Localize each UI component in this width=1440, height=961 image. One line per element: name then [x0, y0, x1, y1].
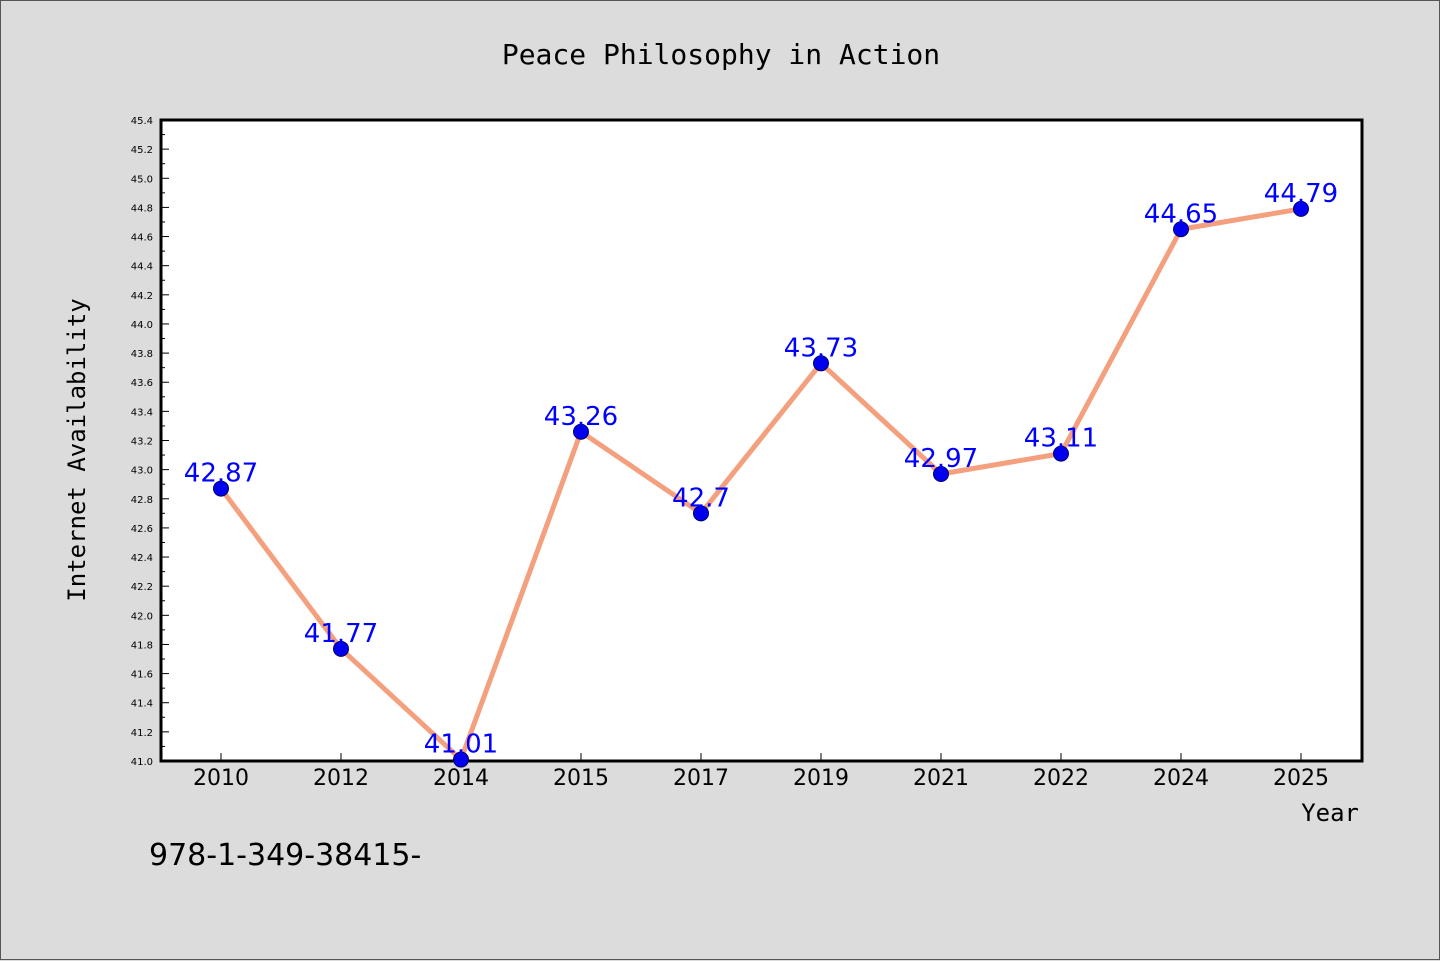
y-tick-label: 43.0 [131, 466, 153, 477]
x-axis: 2010 2012 2014 2015 2017 2019 2021 2022 2024 2025 [193, 753, 1329, 791]
x-tick-label: 2024 [1153, 766, 1209, 791]
y-axis-label: Internet Availability [63, 298, 91, 601]
data-point [1053, 445, 1069, 462]
y-tick-label: 45.2 [131, 145, 153, 156]
y-tick-label: 45.0 [131, 174, 153, 185]
data-label: 41.77 [304, 619, 378, 649]
y-tick-label: 44.6 [131, 233, 153, 244]
data-label: 41.01 [424, 730, 498, 760]
data-label: 43.26 [544, 402, 618, 432]
data-point [213, 480, 229, 497]
y-tick-label: 43.6 [131, 378, 153, 389]
data-point [813, 355, 829, 372]
data-label: 42.87 [184, 459, 258, 489]
y-tick-label: 43.4 [131, 407, 153, 418]
chart-title: Peace Philosophy in Action [502, 38, 940, 71]
y-tick-label: 42.4 [131, 553, 153, 564]
data-points [213, 200, 1309, 768]
data-label: 44.65 [1144, 199, 1218, 229]
x-tick-label: 2021 [913, 766, 969, 791]
data-point [1293, 200, 1309, 217]
data-point [693, 505, 709, 522]
y-tick-label: 44.2 [131, 291, 153, 302]
y-tick-label: 44.4 [131, 262, 153, 273]
y-tick-label: 41.8 [131, 640, 153, 651]
data-point [453, 751, 469, 768]
isbn-text: 978-1-349-38415- [149, 838, 421, 873]
data-point [573, 423, 589, 440]
y-axis: 41.0 41.2 41.4 41.6 41.8 42.0 42.2 42.4 42.6 42.8… [131, 116, 169, 768]
x-tick-label: 2010 [193, 766, 249, 791]
y-tick-label: 45.4 [131, 116, 153, 127]
x-tick-label: 2012 [313, 766, 369, 791]
x-axis-label: Year [1301, 799, 1359, 827]
x-tick-label: 2019 [793, 766, 849, 791]
data-label: 43.73 [784, 333, 858, 363]
y-tick-label: 41.2 [131, 728, 153, 739]
data-label: 42.7 [672, 483, 730, 513]
y-tick-label: 43.8 [131, 349, 153, 360]
y-tick-label: 42.2 [131, 582, 153, 593]
data-label: 44.79 [1264, 179, 1338, 209]
data-point [1173, 221, 1189, 238]
data-point [933, 466, 949, 483]
y-tick-label: 41.6 [131, 670, 153, 681]
y-tick-label: 42.0 [131, 611, 153, 622]
y-tick-label: 42.6 [131, 524, 153, 535]
series-line [218, 206, 1302, 763]
y-tick-label: 42.8 [131, 495, 153, 506]
x-tick-label: 2022 [1033, 766, 1089, 791]
y-tick-label: 43.2 [131, 437, 153, 448]
data-point [333, 640, 349, 657]
data-labels: 42.87 41.77 41.01 43.26 42.7 43.73 42.97 43.11 4… [184, 179, 1338, 760]
y-tick-label: 41.4 [131, 699, 153, 710]
x-tick-label: 2025 [1273, 766, 1329, 791]
data-label: 42.97 [904, 444, 978, 474]
y-tick-label: 41.0 [131, 757, 153, 768]
x-tick-label: 2017 [673, 766, 729, 791]
x-tick-label: 2015 [553, 766, 609, 791]
y-tick-label: 44.0 [131, 320, 153, 331]
x-tick-label: 2014 [433, 766, 489, 791]
y-tick-label: 44.8 [131, 203, 153, 214]
data-label: 43.11 [1024, 424, 1098, 454]
